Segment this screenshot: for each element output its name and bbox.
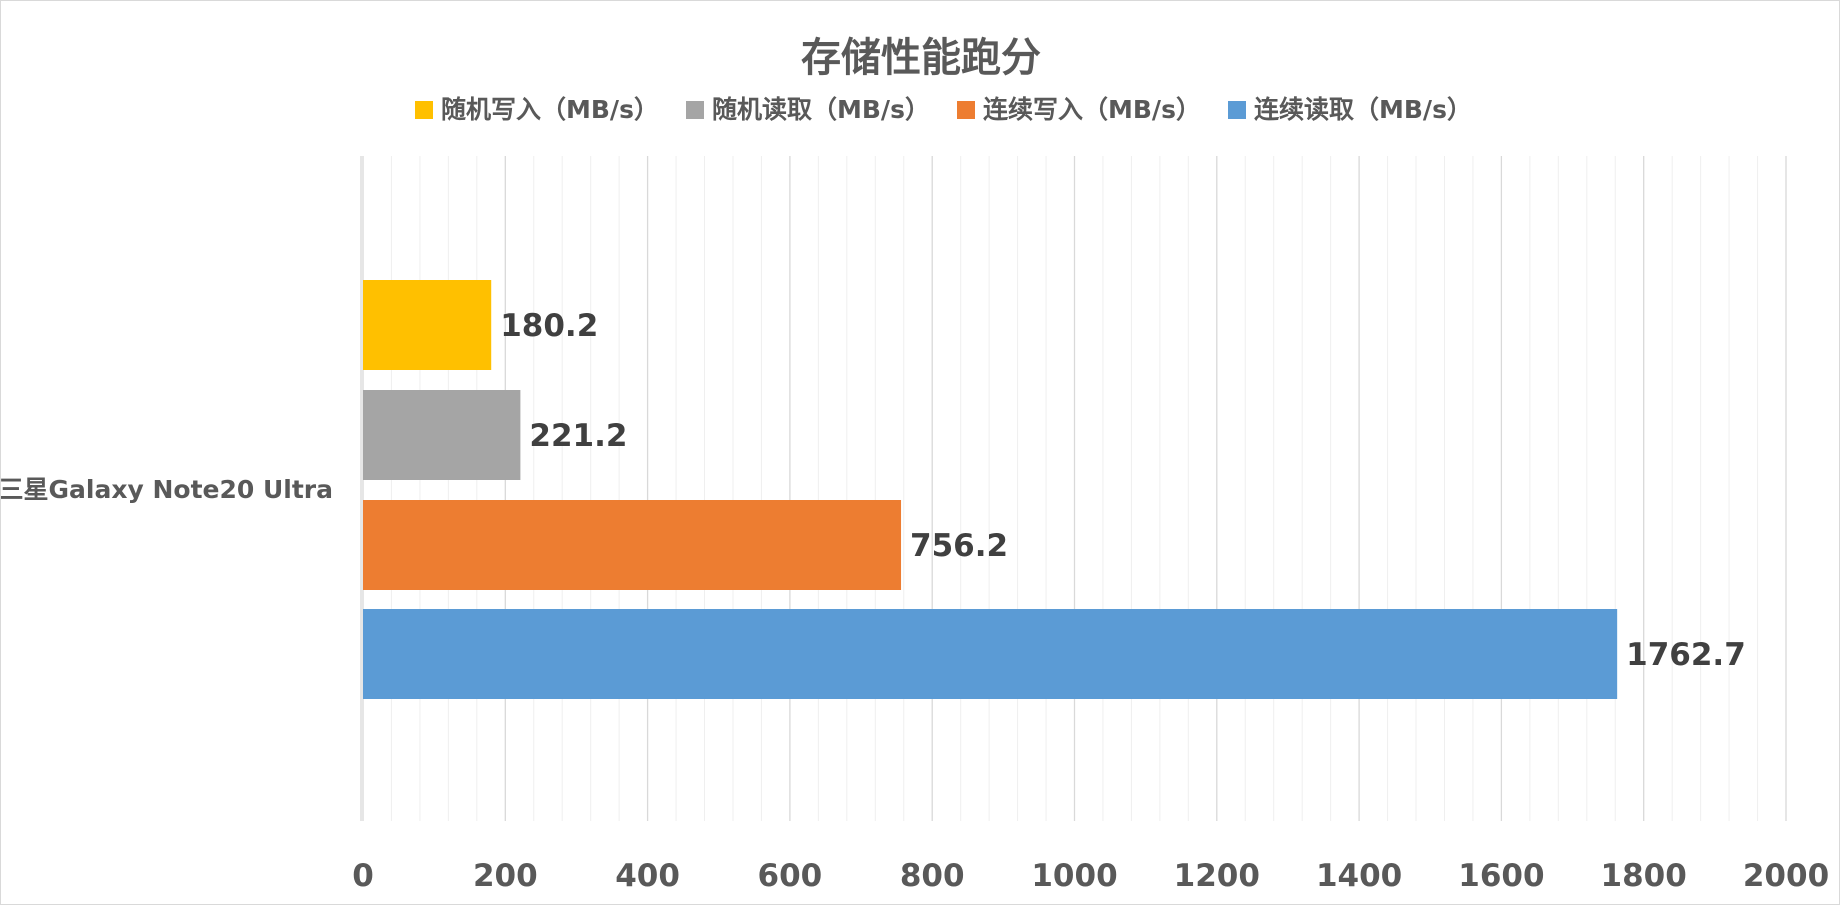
bar-series-0 — [363, 280, 492, 370]
minor-gridlines — [390, 156, 1759, 821]
x-tick-label: 1200 — [1174, 858, 1260, 894]
x-tick-label: 1800 — [1601, 858, 1687, 894]
x-tick-label: 600 — [758, 858, 823, 894]
legend: 随机写入（MB/s） 随机读取（MB/s） 连续写入（MB/s） 连续读取（MB… — [415, 95, 1472, 124]
x-tick-label: 1000 — [1031, 858, 1117, 894]
legend-swatch-sequential-write — [957, 101, 975, 119]
legend-swatch-sequential-read — [1228, 101, 1246, 119]
legend-label-sequential-write: 连续写入（MB/s） — [983, 95, 1201, 124]
data-label-series-3: 1762.7 — [1626, 637, 1746, 673]
legend-label-random-read: 随机读取（MB/s） — [712, 95, 930, 124]
x-tick-label: 0 — [352, 858, 374, 894]
legend-label-sequential-read: 连续读取（MB/s） — [1254, 95, 1472, 124]
legend-swatch-random-read — [686, 101, 704, 119]
chart-title: 存储性能跑分 — [801, 35, 1041, 81]
bar-series-3 — [363, 609, 1618, 699]
data-label-series-1: 221.2 — [529, 418, 627, 454]
bars — [363, 280, 1618, 699]
x-tick-label: 1400 — [1316, 858, 1402, 894]
category-label: 三星Galaxy Note20 Ultra — [1, 475, 333, 504]
x-tick-label: 2000 — [1743, 858, 1829, 894]
major-gridlines — [362, 156, 1787, 821]
data-labels: 180.2 221.2 756.2 1762.7 — [500, 308, 1746, 673]
x-tick-label: 800 — [900, 858, 965, 894]
x-tick-label: 200 — [473, 858, 538, 894]
x-tick-label: 1600 — [1458, 858, 1544, 894]
bar-series-2 — [363, 500, 902, 590]
data-label-series-0: 180.2 — [500, 308, 598, 344]
data-label-series-2: 756.2 — [910, 528, 1008, 564]
bar-series-1 — [363, 390, 521, 480]
legend-label-random-write: 随机写入（MB/s） — [441, 95, 659, 124]
legend-swatch-random-write — [415, 101, 433, 119]
x-tick-label: 400 — [615, 858, 680, 894]
x-axis-tick-labels: 0 200 400 600 800 1000 1200 1400 1600 1800 2000 — [352, 858, 1829, 894]
